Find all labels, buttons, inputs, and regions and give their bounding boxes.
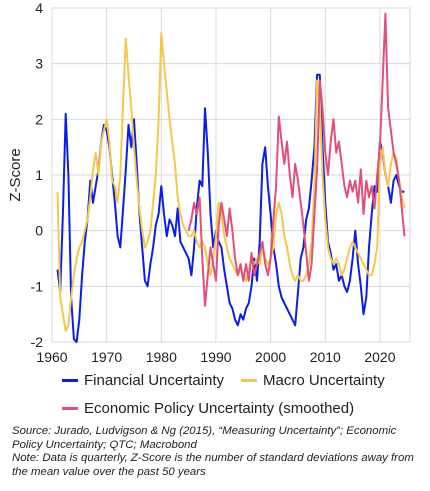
x-tick-label: 1960 [36, 349, 67, 365]
plot-frame [51, 7, 411, 343]
x-tick-label: 2000 [255, 349, 286, 365]
series-line-epu [187, 12, 406, 307]
x-tick-label: 1970 [91, 349, 122, 365]
gridlines [51, 7, 410, 343]
legend-swatch-macro [241, 379, 257, 382]
y-tick-label: 2 [35, 111, 43, 127]
legend-item-financial: Financial Uncertainty [62, 372, 224, 389]
legend-label-financial: Financial Uncertainty [84, 372, 225, 389]
x-tick-label: 2010 [310, 349, 341, 365]
legend-label-epu: Economic Policy Uncertainty (smoothed) [84, 400, 355, 417]
series-layer [56, 12, 406, 343]
y-tick-label: -2 [31, 334, 44, 350]
y-tick-label: 0 [35, 223, 43, 239]
tick-labels: -2 -1 0 1 2 3 4 1960 1970 1980 1990 2000 2010 2020 [31, 0, 396, 365]
y-tick-label: 1 [35, 167, 43, 183]
series-line-macro [56, 32, 406, 332]
legend-item-epu: Economic Policy Uncertainty (smoothed) [62, 400, 354, 417]
y-tick-label: 3 [35, 56, 43, 72]
x-tick-label: 1980 [146, 349, 177, 365]
footnote-note: Note: Data is quarterly, Z-Score is the … [12, 452, 414, 478]
y-tick-label: 4 [35, 0, 43, 16]
y-tick-label: -1 [31, 278, 44, 294]
legend-swatch-financial [62, 379, 78, 382]
legend-item-macro: Macro Uncertainty [241, 372, 385, 389]
legend-label-macro: Macro Uncertainty [263, 372, 385, 389]
y-axis-label: Z-Score [7, 148, 24, 201]
x-tick-label: 1990 [200, 349, 231, 365]
legend-swatch-epu [62, 407, 78, 410]
x-tick-label: 2020 [364, 349, 395, 365]
footnote-source: Source: Jurado, Ludvigson & Ng (2015), “… [12, 425, 397, 451]
series-line-financial [56, 73, 405, 343]
footnote: Source: Jurado, Ludvigson & Ng (2015), “… [12, 425, 422, 479]
uncertainty-line-chart: -2 -1 0 1 2 3 4 1960 1970 1980 1990 2000 2010 2020 Z-… [7, 0, 411, 365]
